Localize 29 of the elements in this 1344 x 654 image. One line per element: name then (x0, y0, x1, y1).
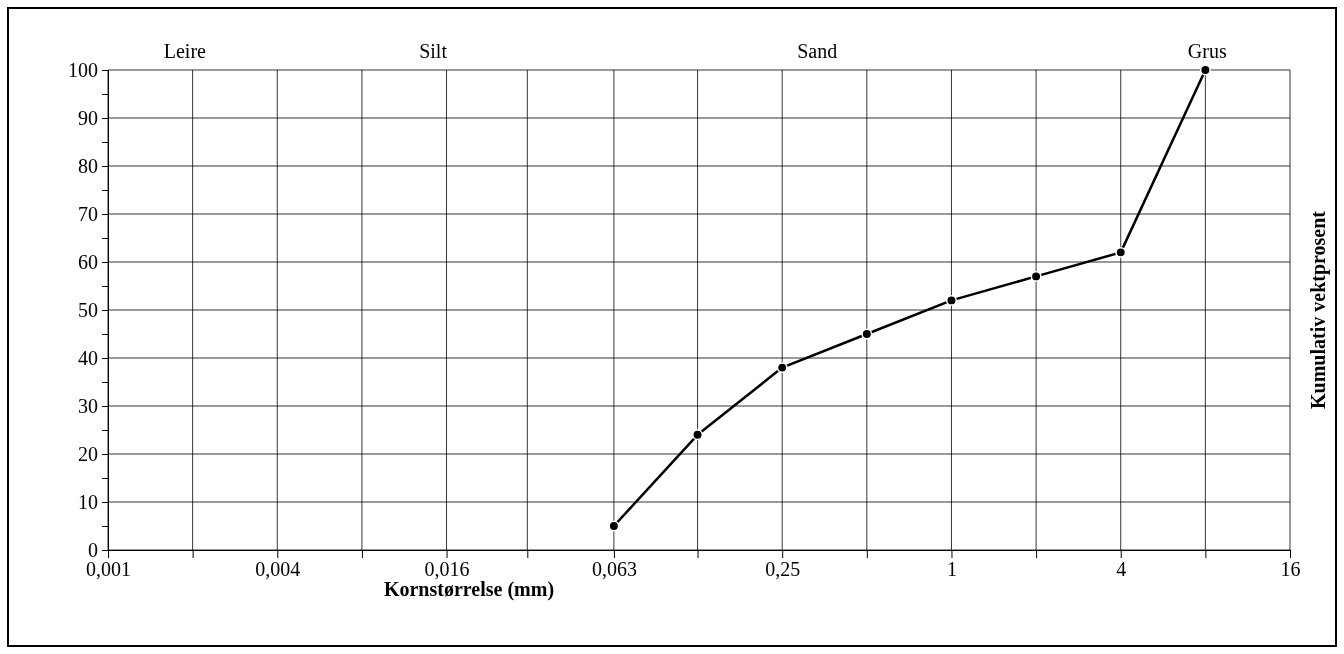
point (776, 362, 788, 374)
y-tick-label: 30 (78, 394, 98, 417)
point (861, 328, 873, 340)
point (945, 294, 957, 306)
y-tick-label: 60 (78, 250, 98, 273)
point (692, 429, 704, 441)
y-tick-label: 70 (78, 202, 98, 225)
y-tick-label: 90 (78, 106, 98, 129)
x-tick-label: 0,004 (255, 558, 301, 581)
y-tick-label: 40 (78, 346, 98, 369)
text: Leire (163, 40, 207, 62)
text: Sand (797, 40, 838, 62)
y-tick-label: 80 (78, 154, 98, 177)
point (1030, 270, 1042, 282)
y-tick-label: 10 (78, 490, 98, 513)
x-tick-label: 16 (1280, 558, 1301, 581)
x-tick-label: 4 (1116, 558, 1127, 581)
x-tick-label: 0,25 (765, 558, 801, 581)
y-tick-label: 0 (88, 538, 98, 561)
y-tick-label: 100 (68, 58, 98, 81)
x-tick-label: 1 (946, 558, 957, 581)
x-tick-label: 0,001 (86, 558, 131, 581)
x-tick-label: 0,016 (424, 558, 470, 581)
y-axis-title: Kumulativ vektprosent (1306, 210, 1330, 409)
text: Grus (1187, 40, 1227, 62)
y-tick-label: 20 (78, 442, 98, 465)
x-tick-label: 0,063 (591, 558, 637, 581)
text: Silt (419, 40, 448, 62)
y-tick-label: 50 (78, 298, 98, 321)
